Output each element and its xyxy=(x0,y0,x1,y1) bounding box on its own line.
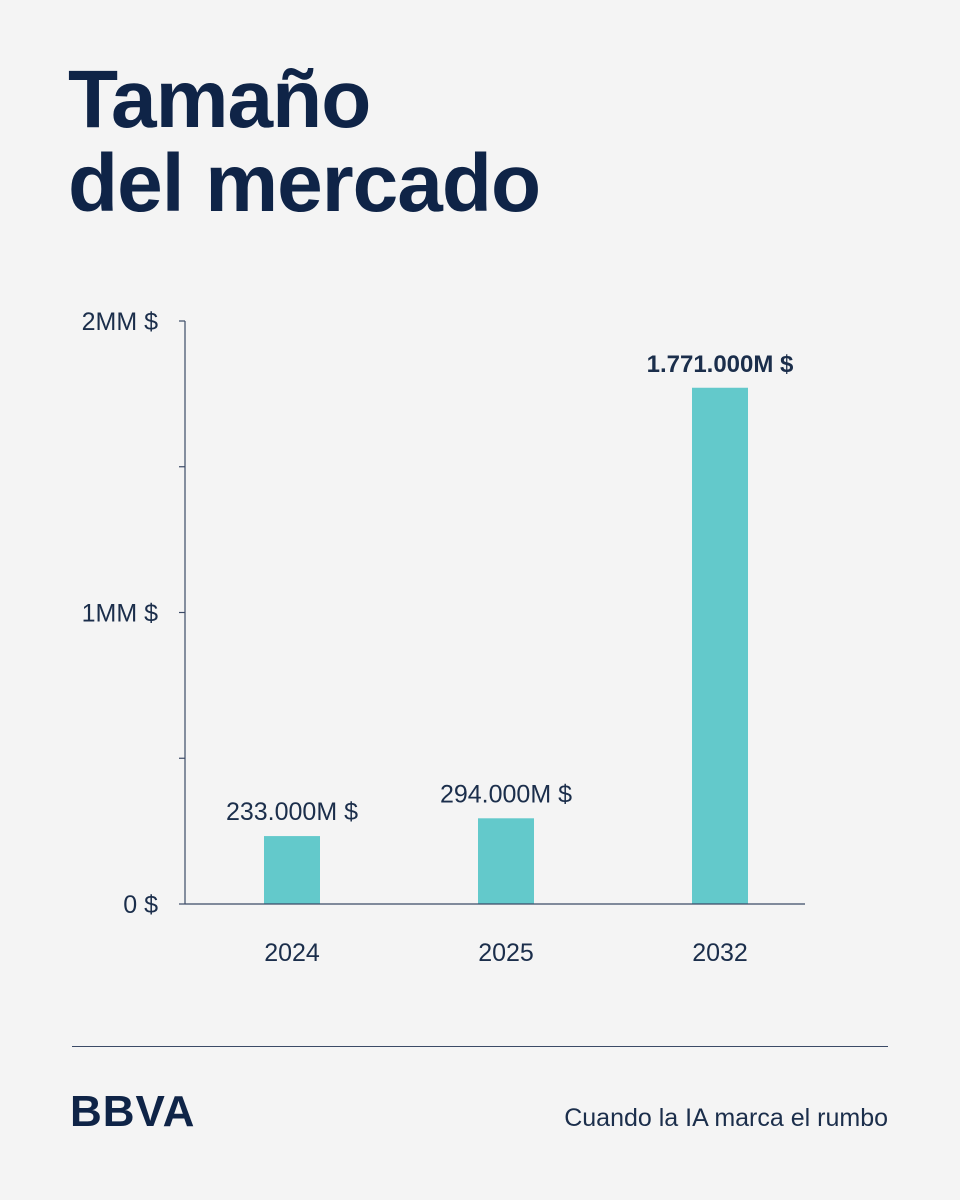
y-tick-label: 1MM $ xyxy=(82,600,159,628)
page-title: Tamaño del mercado xyxy=(68,54,541,229)
bar-2032 xyxy=(692,387,748,904)
data-label-2025: 294.000M $ xyxy=(440,780,572,808)
data-label-2024: 233.000M $ xyxy=(226,798,358,826)
bars: 233.000M $ 294.000M $ 1.771.000M $ xyxy=(226,351,794,904)
y-tick-label: 2MM $ xyxy=(82,308,159,336)
x-tick-label-2024: 2024 xyxy=(264,939,320,967)
bbva-logo: BBVA xyxy=(70,1087,195,1130)
data-label-2032: 1.771.000M $ xyxy=(647,351,794,378)
footer-divider xyxy=(72,1046,888,1047)
x-tick-label-2025: 2025 xyxy=(478,939,534,967)
y-tick-label: 0 $ xyxy=(123,891,158,919)
bbva-logo-text: BBVA xyxy=(70,1087,195,1130)
x-tick-label-2032: 2032 xyxy=(692,939,748,967)
x-axis: 2024 2025 2032 xyxy=(185,903,805,967)
bar-2024 xyxy=(264,836,320,904)
title-line-1: Tamaño xyxy=(68,54,371,145)
footer-tagline: Cuando la IA marca el rumbo xyxy=(564,1104,888,1132)
y-axis: 0 $ 1MM $ 2MM $ xyxy=(82,308,186,919)
bar-2025 xyxy=(478,818,534,904)
title-line-2: del mercado xyxy=(68,138,541,229)
market-size-bar-chart: 0 $ 1MM $ 2MM $ 233.000M $ 294.000M $ 1.771.… xyxy=(82,308,805,967)
